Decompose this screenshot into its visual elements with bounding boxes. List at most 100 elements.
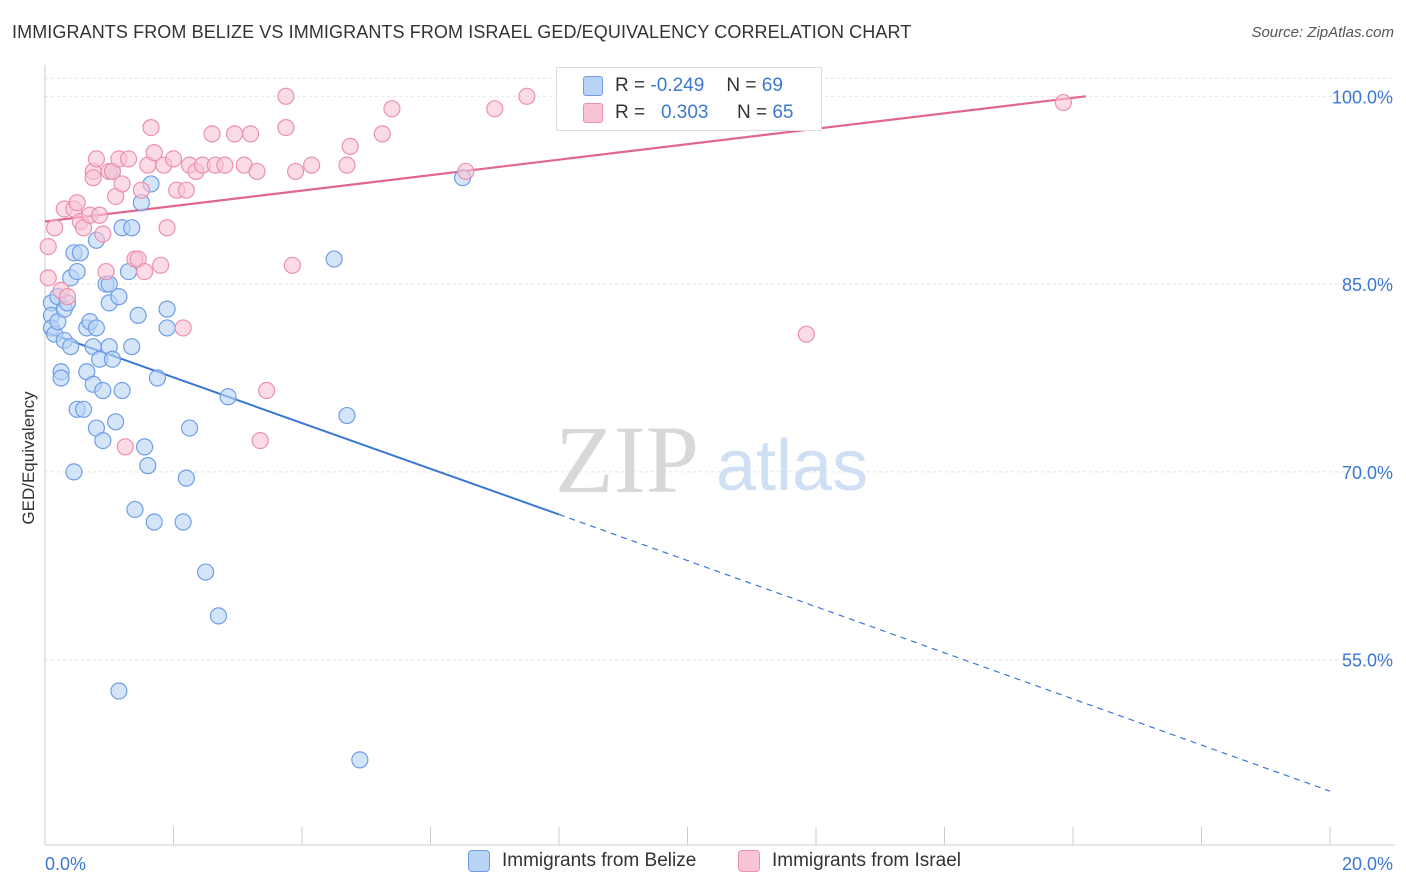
- israel-point: [518, 87, 536, 105]
- belize-point: [74, 400, 93, 418]
- israel-point: [97, 262, 115, 281]
- israel-point: [116, 438, 134, 456]
- x-tick-label: 20.0%: [1342, 854, 1393, 874]
- belize-point: [139, 457, 157, 475]
- israel-point: [132, 181, 150, 199]
- watermark-zip: ZIP: [555, 406, 699, 513]
- belize-point: [158, 300, 176, 318]
- belize-point: [65, 463, 83, 481]
- israel-point: [242, 125, 260, 143]
- israel-trend-line: [44, 95, 1086, 223]
- chart-title: IMMIGRANTS FROM BELIZE VS IMMIGRANTS FRO…: [12, 22, 912, 42]
- israel-point: [486, 100, 504, 118]
- israel-point: [39, 269, 57, 287]
- israel-point: [277, 119, 295, 137]
- israel-point: [277, 87, 295, 105]
- axes: [44, 65, 1395, 846]
- israel-point: [203, 125, 221, 143]
- israel-point: [1054, 93, 1072, 112]
- israel-point: [152, 256, 170, 274]
- belize-point: [158, 319, 176, 337]
- israel-point: [383, 100, 401, 118]
- legend-swatch-israel: [738, 850, 760, 872]
- israel-point: [797, 325, 815, 343]
- belize-point: [107, 413, 125, 431]
- legend-swatch-israel: [583, 103, 603, 123]
- belize-point: [174, 513, 192, 531]
- legend-n-label: N =: [726, 75, 757, 96]
- belize-point: [180, 419, 199, 437]
- israel-point: [84, 169, 102, 187]
- y-axis-label: GED/Equivalency: [19, 391, 38, 525]
- belize-point: [351, 751, 369, 769]
- legend-row-israel: R = 0.303 N = 65: [583, 100, 793, 126]
- israel-point: [94, 225, 112, 243]
- belize-point: [325, 250, 343, 268]
- israel-point: [68, 194, 86, 212]
- watermark-atlas: atlas: [716, 426, 868, 506]
- israel-point: [251, 432, 269, 450]
- belize-point: [62, 338, 80, 356]
- y-tick-label: 55.0%: [1342, 651, 1393, 671]
- belize-point: [52, 369, 70, 387]
- israel-point: [135, 262, 154, 281]
- y-tick-label: 85.0%: [1342, 275, 1393, 295]
- israel-point: [258, 381, 276, 400]
- israel-point: [39, 237, 57, 256]
- israel-point: [58, 288, 77, 306]
- israel-point: [119, 150, 138, 168]
- legend-label-israel: Immigrants from Israel: [772, 850, 961, 871]
- belize-trend-extension: [558, 513, 1331, 792]
- belize-point: [113, 381, 131, 400]
- belize-point: [338, 406, 356, 425]
- legend-n-value: 65: [772, 102, 794, 123]
- belize-point: [126, 500, 144, 519]
- belize-point: [197, 563, 215, 581]
- israel-point: [113, 175, 131, 193]
- source-label: Source: ZipAtlas.com: [1251, 24, 1394, 41]
- israel-point: [457, 162, 475, 181]
- israel-point: [216, 156, 234, 174]
- y-tick-label: 70.0%: [1342, 463, 1393, 483]
- stats-legend: R = -0.249 N = 69 R = 0.303 N = 65: [556, 67, 822, 131]
- belize-point: [94, 432, 112, 450]
- belize-point: [209, 607, 228, 625]
- israel-point: [303, 156, 321, 174]
- legend-r-value: 0.303: [660, 102, 709, 123]
- israel-point: [46, 219, 64, 237]
- legend-item-israel[interactable]: Immigrants from Israel: [738, 850, 961, 872]
- belize-point: [129, 306, 147, 325]
- israel-point: [145, 144, 163, 162]
- israel-point: [158, 219, 176, 237]
- israel-point: [142, 119, 160, 137]
- israel-point: [174, 319, 192, 337]
- y-tick-label: 100.0%: [1332, 87, 1393, 107]
- israel-point: [177, 181, 195, 199]
- israel-point: [286, 162, 305, 181]
- belize-point: [68, 262, 86, 281]
- belize-point: [123, 219, 141, 237]
- israel-point: [248, 162, 266, 181]
- x-tick-label: 0.0%: [45, 854, 86, 874]
- belize-trend-line: [44, 330, 560, 516]
- legend-swatch-belize: [583, 76, 603, 96]
- trend-lines: [44, 95, 1331, 792]
- belize-point: [87, 319, 106, 337]
- israel-point: [87, 150, 106, 168]
- belize-point: [110, 682, 128, 700]
- legend-label-belize: Immigrants from Belize: [502, 850, 697, 871]
- data-points: [39, 87, 1072, 769]
- belize-point: [123, 338, 141, 356]
- legend-row-belize: R = -0.249 N = 69: [583, 73, 783, 99]
- belize-point: [71, 244, 89, 262]
- legend-n-value: 69: [761, 75, 783, 96]
- legend-swatch-belize: [468, 850, 490, 872]
- israel-point: [283, 256, 301, 274]
- israel-point: [91, 206, 109, 224]
- belize-point: [135, 438, 154, 456]
- legend-item-belize[interactable]: Immigrants from Belize: [468, 850, 696, 872]
- belize-point: [177, 469, 195, 487]
- belize-point: [219, 388, 237, 406]
- israel-point: [225, 125, 244, 143]
